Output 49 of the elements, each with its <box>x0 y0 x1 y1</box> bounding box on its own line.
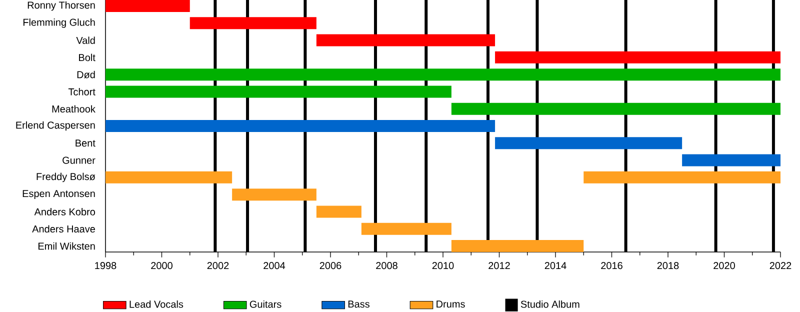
y-tick-label: Vald <box>76 36 95 44</box>
y-tick-label: Død <box>77 70 95 78</box>
x-tick-label: 2022 <box>770 262 792 270</box>
bar <box>190 17 316 30</box>
y-tick-label: Flemming Gluch <box>23 18 95 28</box>
x-tick-label: 2012 <box>488 262 510 270</box>
y-tick-label: Anders Haave <box>32 225 95 233</box>
bar <box>105 68 780 81</box>
text: Studio Album <box>520 300 580 308</box>
bar <box>451 240 584 252</box>
y-tick-label: Bolt <box>79 54 96 62</box>
bar <box>316 206 362 218</box>
y-tick-label: Tchort <box>68 88 96 96</box>
legend-label: Drums <box>436 300 465 308</box>
y-tick-label: Erlend Caspersen <box>16 121 95 131</box>
x-tick-label: 2004 <box>264 262 286 270</box>
bar <box>584 171 780 184</box>
y-tick-label: Anders Kobro <box>34 208 96 216</box>
legend-label: Bass <box>348 300 370 308</box>
x-tick-label: 1998 <box>95 262 116 270</box>
y-tick-label: Gunner <box>62 156 96 164</box>
bar <box>105 86 452 98</box>
x-tick-label: 2008 <box>376 262 398 270</box>
x-tick-label: 2018 <box>657 262 679 270</box>
bar <box>316 34 496 46</box>
legend-label: Lead Vocals <box>130 300 184 308</box>
x-tick-label: 2016 <box>601 262 622 270</box>
x-tick-label: 2014 <box>544 262 566 270</box>
bar <box>105 120 496 132</box>
bar <box>361 222 452 235</box>
x-tick-label: 2006 <box>320 262 342 270</box>
bar <box>105 171 232 184</box>
bar <box>495 137 682 150</box>
x-tick-label: 2010 <box>432 262 454 270</box>
bar <box>495 51 780 64</box>
y-tick-label: Meathook <box>52 105 96 113</box>
bar <box>451 102 780 115</box>
y-tick-label: Ronny Thorsen <box>28 1 95 11</box>
y-tick-label: Freddy Bolsø <box>36 172 96 182</box>
bar <box>682 154 780 166</box>
bar <box>105 0 190 12</box>
x-tick-label: 2000 <box>151 262 172 270</box>
bar <box>232 188 316 201</box>
x-tick-label: 2002 <box>207 262 229 270</box>
y-tick-label: Espen Antonsen <box>22 190 95 200</box>
x-tick-label: 2020 <box>714 262 735 270</box>
y-tick-label: Bent <box>76 140 96 147</box>
y-tick-label: Emil Wiksten <box>38 242 95 250</box>
legend-label: Guitars <box>250 300 282 308</box>
